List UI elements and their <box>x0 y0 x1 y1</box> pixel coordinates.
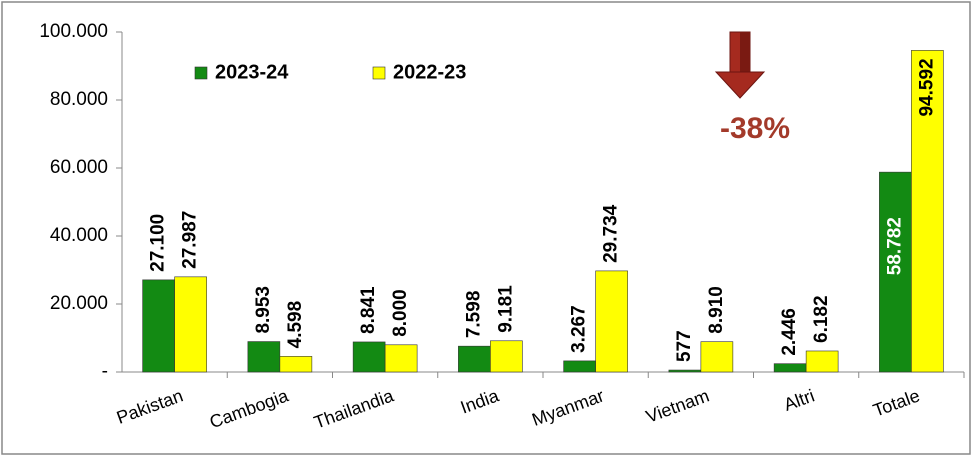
legend-label: 2023-24 <box>215 61 289 83</box>
bar <box>352 341 386 373</box>
legend-swatch <box>194 66 208 80</box>
value-label: 94.592 <box>916 58 937 116</box>
value-label: 6.182 <box>811 295 832 343</box>
value-label: 577 <box>674 330 695 362</box>
legend-label: 2022-23 <box>393 61 466 83</box>
bar <box>142 279 175 373</box>
bar <box>700 341 734 373</box>
bar <box>279 356 313 373</box>
value-label: 3.267 <box>569 305 590 353</box>
value-label: 8.953 <box>253 286 274 334</box>
value-label: 8.910 <box>706 286 727 334</box>
down-arrow <box>714 31 766 99</box>
value-label: 9.181 <box>495 285 516 333</box>
value-label: 7.598 <box>463 291 484 339</box>
annotation: -38% <box>720 112 790 145</box>
y-tick-label: 100.000 <box>39 21 108 42</box>
value-label: 29.734 <box>601 204 622 263</box>
value-label: 8.000 <box>390 289 411 337</box>
bar <box>384 344 418 373</box>
bar <box>563 360 596 373</box>
bar <box>773 363 807 373</box>
bar <box>247 341 281 373</box>
value-label: 2.446 <box>779 308 800 356</box>
legend-swatch <box>372 66 386 80</box>
bar <box>490 340 523 373</box>
bar <box>458 345 491 373</box>
bar <box>595 270 628 373</box>
value-label: 58.782 <box>884 217 905 275</box>
value-label: 27.100 <box>148 214 169 272</box>
y-tick-label: 40.000 <box>50 225 108 246</box>
value-label: 4.598 <box>285 301 306 349</box>
bar <box>805 350 839 373</box>
y-tick-label: - <box>102 361 108 382</box>
bar <box>911 50 944 373</box>
value-label: 8.841 <box>358 286 379 334</box>
bar <box>668 369 702 373</box>
bar <box>174 276 207 373</box>
y-tick-label: 20.000 <box>50 293 108 314</box>
y-tick-label: 80.000 <box>50 89 108 110</box>
value-label: 27.987 <box>180 211 201 269</box>
bar <box>879 171 912 373</box>
y-tick-label: 60.000 <box>50 157 108 178</box>
